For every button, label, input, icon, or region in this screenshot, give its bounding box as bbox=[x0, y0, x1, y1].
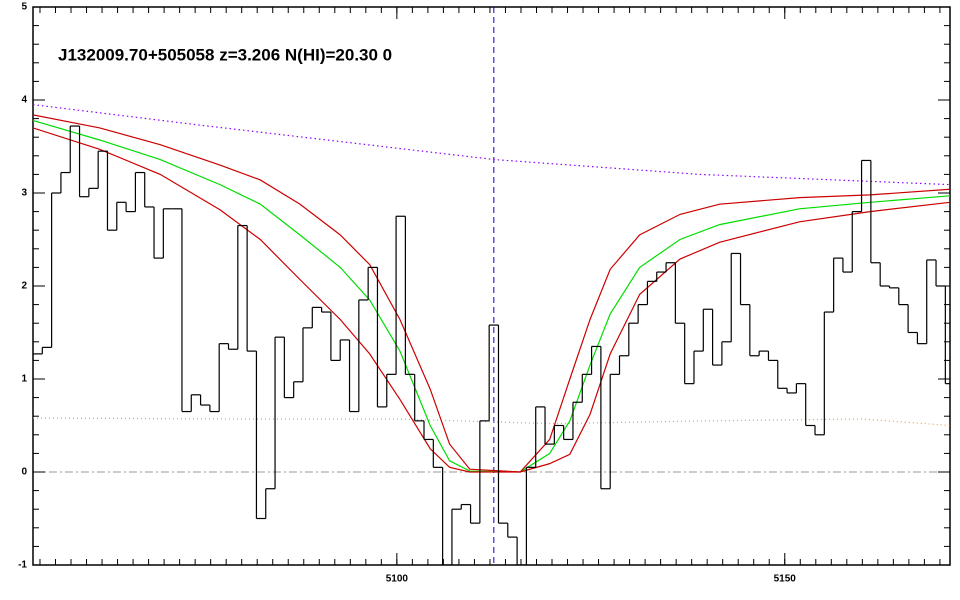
y-tick-label: 2 bbox=[21, 281, 27, 292]
y-tick-label: 4 bbox=[21, 95, 27, 106]
x-tick-label: 5100 bbox=[386, 574, 409, 585]
y-tick-label: 0 bbox=[21, 467, 27, 478]
y-tick-label: 5 bbox=[21, 2, 27, 13]
y-tick-label: -1 bbox=[18, 560, 27, 571]
y-tick-label: 1 bbox=[21, 374, 27, 385]
y-tick-label: 3 bbox=[21, 188, 27, 199]
plot-frame bbox=[32, 6, 951, 566]
x-tick-label: 5150 bbox=[774, 574, 797, 585]
model-curve bbox=[33, 119, 950, 473]
chart-title: J132009.70+505058 z=3.206 N(HI)=20.30 0 bbox=[58, 45, 392, 64]
error-curve bbox=[33, 417, 950, 427]
plot-area bbox=[33, 7, 950, 565]
continuum-curve bbox=[33, 104, 950, 186]
model-curve bbox=[33, 114, 950, 473]
